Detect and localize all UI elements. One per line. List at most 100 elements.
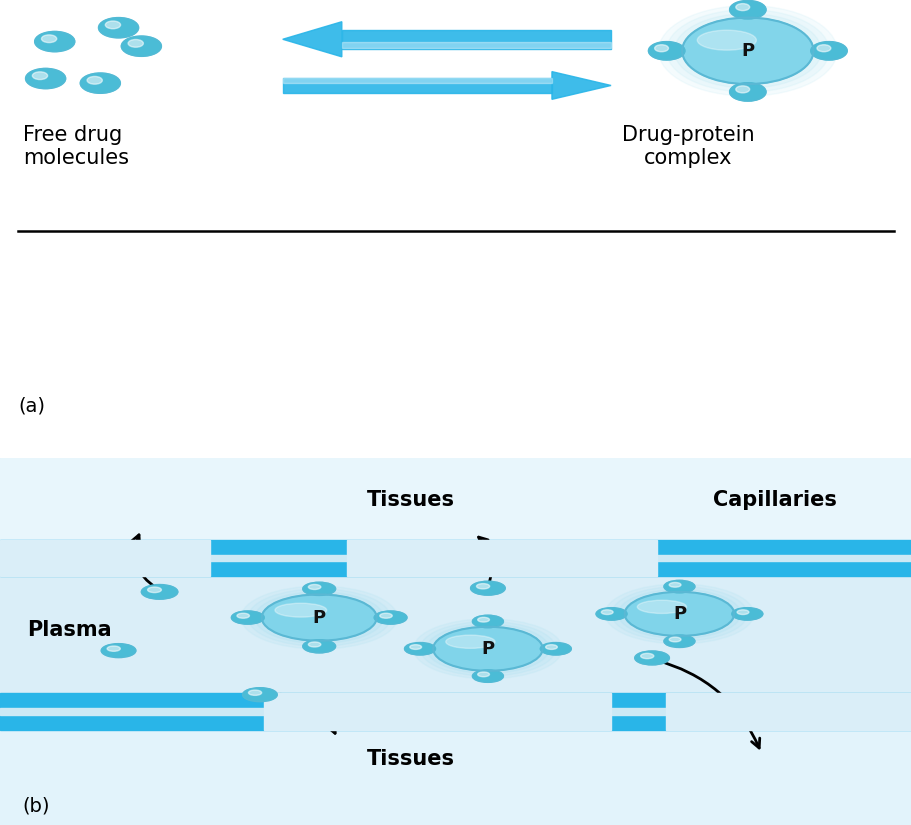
Polygon shape [282,21,342,57]
Ellipse shape [241,586,397,649]
Bar [0,708,911,714]
Circle shape [242,688,277,701]
Circle shape [101,644,136,658]
Ellipse shape [681,17,813,84]
Circle shape [472,670,503,682]
Circle shape [735,3,749,11]
Ellipse shape [624,592,733,636]
Circle shape [669,582,681,587]
Circle shape [248,690,261,695]
Ellipse shape [420,621,555,676]
Text: Free drug
molecules: Free drug molecules [23,125,128,168]
Bar [0,561,911,576]
Text: Tissues: Tissues [366,490,454,510]
Ellipse shape [254,592,384,644]
Circle shape [374,611,406,625]
Polygon shape [342,42,610,49]
Circle shape [308,642,321,647]
Bar [0,458,911,546]
Bar [0,555,911,561]
Text: P: P [481,639,494,658]
Circle shape [663,635,694,648]
Circle shape [596,608,627,620]
Circle shape [472,615,503,628]
Circle shape [539,643,570,655]
Text: (b): (b) [23,797,50,816]
Polygon shape [551,72,610,99]
Circle shape [816,45,830,52]
Circle shape [35,31,75,52]
Circle shape [107,646,120,651]
Ellipse shape [624,592,733,636]
Bar [346,540,656,576]
Bar [264,693,610,729]
Circle shape [141,585,178,599]
Bar [0,540,911,555]
Circle shape [302,582,335,596]
Circle shape [477,672,489,676]
Ellipse shape [604,584,753,644]
Circle shape [121,36,161,56]
Polygon shape [282,78,551,83]
Ellipse shape [433,627,542,671]
Circle shape [640,653,653,658]
Circle shape [729,82,765,101]
Circle shape [32,72,47,79]
Bar [0,693,911,708]
Ellipse shape [274,603,326,617]
Circle shape [148,587,161,592]
Ellipse shape [261,595,376,641]
Circle shape [128,40,143,47]
Circle shape [237,613,250,618]
Polygon shape [342,30,610,49]
Circle shape [409,644,421,649]
Ellipse shape [248,589,390,646]
Circle shape [545,644,557,649]
Text: Plasma: Plasma [27,620,112,640]
Circle shape [41,35,56,43]
Circle shape [729,1,765,19]
Ellipse shape [658,6,836,96]
Bar [0,540,210,576]
Circle shape [731,608,762,620]
Circle shape [308,584,321,590]
Circle shape [600,610,612,615]
Text: P: P [741,42,753,60]
Circle shape [231,611,264,625]
Bar [665,693,911,729]
Ellipse shape [697,31,755,50]
Circle shape [736,610,748,615]
Circle shape [477,617,489,622]
Bar [0,720,911,825]
Ellipse shape [637,601,686,614]
Circle shape [87,77,102,84]
Polygon shape [282,78,551,93]
Ellipse shape [673,13,821,88]
Text: P: P [672,605,685,623]
Ellipse shape [445,635,495,648]
Circle shape [404,643,435,655]
Ellipse shape [681,17,813,84]
Circle shape [80,73,120,93]
Text: (a): (a) [18,397,46,416]
Ellipse shape [433,627,542,671]
Circle shape [105,21,120,29]
Circle shape [98,17,138,38]
Circle shape [302,639,335,653]
Text: Drug-protein
complex: Drug-protein complex [621,125,754,168]
Circle shape [654,45,668,52]
Circle shape [810,41,846,60]
Circle shape [648,41,684,60]
Text: P: P [312,609,325,626]
Circle shape [470,582,505,595]
Circle shape [476,583,489,589]
Ellipse shape [261,595,376,641]
Circle shape [26,68,66,89]
Text: Capillaries: Capillaries [712,490,836,510]
Bar [0,714,911,729]
Ellipse shape [618,589,740,639]
Text: Tissues: Tissues [366,749,454,769]
Ellipse shape [611,587,746,641]
Circle shape [379,613,392,618]
Ellipse shape [426,624,548,673]
